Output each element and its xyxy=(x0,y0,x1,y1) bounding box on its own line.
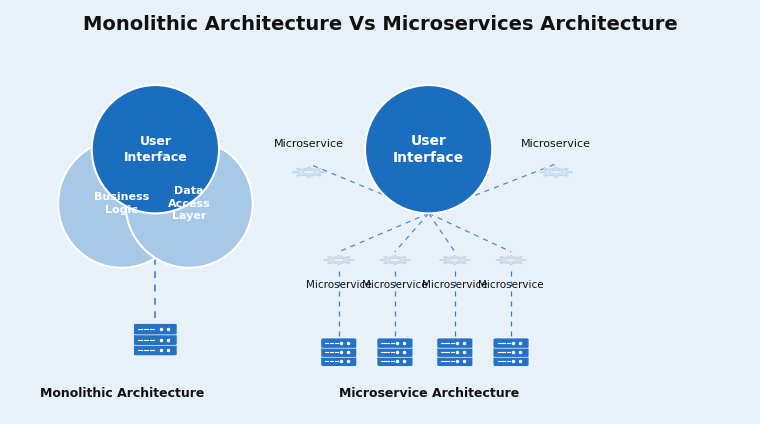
FancyBboxPatch shape xyxy=(377,347,413,357)
Text: Microservice: Microservice xyxy=(422,280,488,290)
Text: Microservice Architecture: Microservice Architecture xyxy=(338,387,519,400)
Polygon shape xyxy=(540,167,572,177)
Ellipse shape xyxy=(365,85,492,213)
FancyBboxPatch shape xyxy=(134,344,177,356)
Text: Microservice: Microservice xyxy=(363,280,428,290)
FancyBboxPatch shape xyxy=(134,324,177,335)
FancyBboxPatch shape xyxy=(321,356,356,366)
Text: Microservice: Microservice xyxy=(521,139,591,149)
Polygon shape xyxy=(380,256,410,265)
Text: Monolithic Architecture: Monolithic Architecture xyxy=(40,387,204,400)
FancyBboxPatch shape xyxy=(134,334,177,345)
Polygon shape xyxy=(293,167,325,177)
Polygon shape xyxy=(449,258,461,262)
Polygon shape xyxy=(505,258,517,262)
Text: Data
Access
Layer: Data Access Layer xyxy=(168,186,211,221)
FancyBboxPatch shape xyxy=(437,347,473,357)
Text: Monolithic Architecture Vs Microservices Architecture: Monolithic Architecture Vs Microservices… xyxy=(83,15,677,34)
Polygon shape xyxy=(333,258,344,262)
FancyBboxPatch shape xyxy=(321,347,356,357)
Polygon shape xyxy=(389,258,401,262)
Ellipse shape xyxy=(125,139,253,268)
Text: Microservice: Microservice xyxy=(306,280,372,290)
Polygon shape xyxy=(440,256,470,265)
Ellipse shape xyxy=(58,139,185,268)
Polygon shape xyxy=(324,256,353,265)
FancyBboxPatch shape xyxy=(377,338,413,348)
Text: User
Interface: User Interface xyxy=(393,134,464,165)
FancyBboxPatch shape xyxy=(493,347,529,357)
FancyBboxPatch shape xyxy=(437,338,473,348)
FancyBboxPatch shape xyxy=(493,338,529,348)
Text: Microservice: Microservice xyxy=(274,139,344,149)
Polygon shape xyxy=(549,170,562,174)
FancyBboxPatch shape xyxy=(493,356,529,366)
Text: Microservice: Microservice xyxy=(478,280,544,290)
Ellipse shape xyxy=(92,85,219,213)
FancyBboxPatch shape xyxy=(437,356,473,366)
Polygon shape xyxy=(496,256,526,265)
FancyBboxPatch shape xyxy=(377,356,413,366)
Text: Business
Logic: Business Logic xyxy=(94,192,149,215)
FancyBboxPatch shape xyxy=(321,338,356,348)
Text: User
Interface: User Interface xyxy=(124,135,187,164)
Polygon shape xyxy=(302,170,315,174)
